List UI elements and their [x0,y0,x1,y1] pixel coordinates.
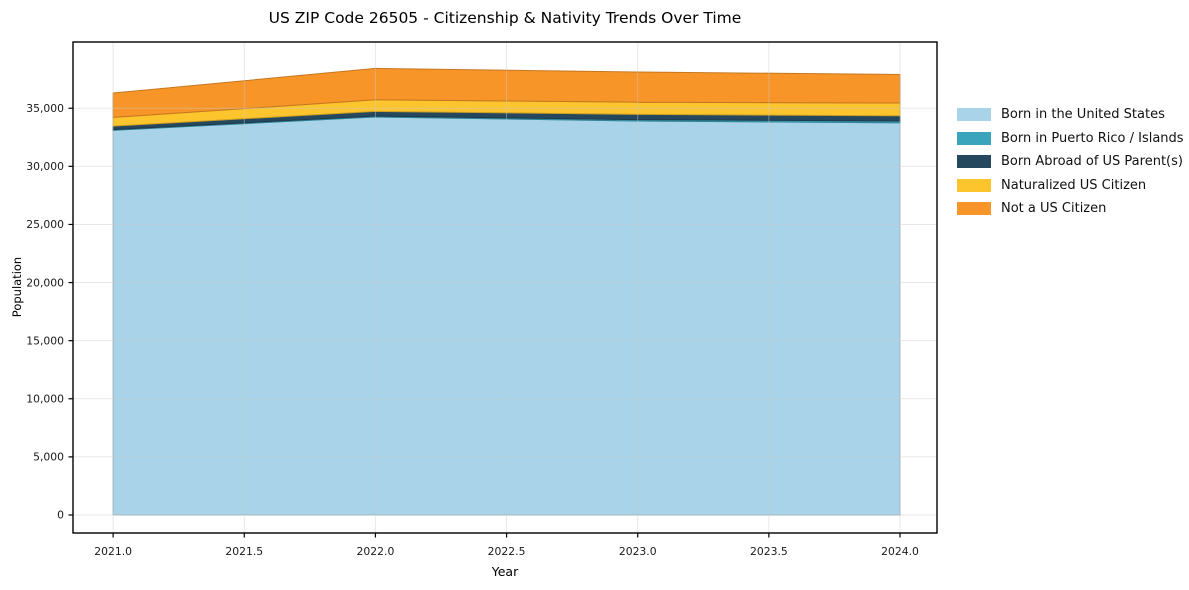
x-tick-label: 2024.0 [881,545,919,558]
y-axis-label: Population [10,256,24,318]
x-tick-label: 2023.5 [750,545,788,558]
y-tick-label: 35,000 [26,102,64,115]
legend-label: Born Abroad of US Parent(s) [1001,154,1183,170]
y-tick-label: 20,000 [26,276,64,289]
legend-swatch-naturalized [957,178,991,192]
x-tick-label: 2021.0 [94,545,132,558]
legend-swatch-born-us [957,108,991,122]
legend-item-born-abroad: Born Abroad of US Parent(s) [957,150,1184,174]
legend-label: Not a US Citizen [1001,201,1107,217]
area-series-4 [112,67,901,118]
x-tick-label: 2022.0 [357,545,395,558]
legend: Born in the United States Born in Puerto… [957,103,1184,221]
y-tick-label: 5,000 [33,451,64,464]
legend-label: Born in the United States [1001,107,1165,123]
legend-item-naturalized: Naturalized US Citizen [957,174,1184,198]
y-tick-label: 0 [57,509,64,522]
chart-title: US ZIP Code 26505 - Citizenship & Nativi… [268,9,742,27]
y-tick-label: 10,000 [26,392,64,405]
legend-item-puerto-rico: Born in Puerto Rico / Islands [957,127,1184,151]
y-tick-label: 25,000 [26,218,64,231]
legend-label: Born in Puerto Rico / Islands [1001,130,1184,146]
legend-item-born-us: Born in the United States [957,103,1184,127]
legend-swatch-puerto-rico [957,131,991,145]
legend-swatch-not-citizen [957,202,991,216]
x-axis-label: Year [491,564,519,579]
legend-item-not-citizen: Not a US Citizen [957,197,1184,221]
legend-label: Naturalized US Citizen [1001,177,1147,193]
legend-swatch-born-abroad [957,155,991,169]
x-tick-label: 2023.0 [619,545,657,558]
y-tick-label: 30,000 [26,160,64,173]
plot-frame [72,41,938,534]
x-tick-label: 2021.5 [225,545,263,558]
y-tick-label: 15,000 [26,334,64,347]
x-tick-label: 2022.5 [488,545,526,558]
